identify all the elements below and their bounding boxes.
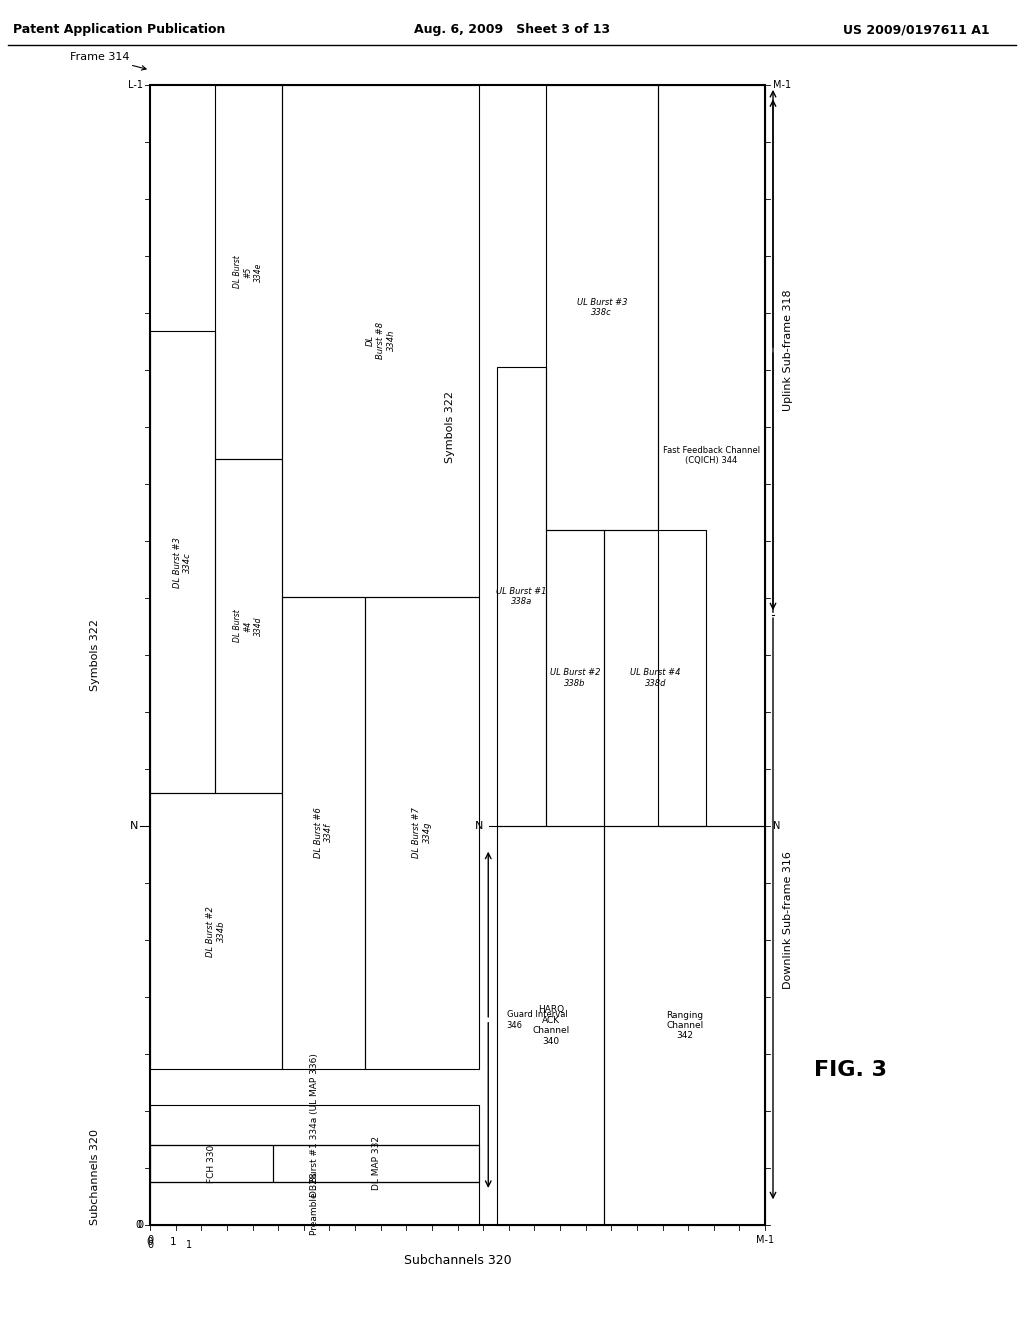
Text: 0: 0 — [146, 1236, 153, 1245]
Bar — [283, 597, 366, 1069]
Text: 0: 0 — [137, 1220, 143, 1230]
Bar — [546, 529, 604, 826]
Bar — [604, 826, 765, 1225]
Bar — [546, 84, 658, 529]
Text: 1: 1 — [170, 1237, 177, 1247]
Text: DL Burst
#4
334d: DL Burst #4 334d — [233, 610, 263, 643]
Text: DL Burst #2
334b: DL Burst #2 334b — [207, 906, 226, 957]
Text: Subchannels 320: Subchannels 320 — [90, 1129, 100, 1225]
Text: HARQ
ACK
Channel
340: HARQ ACK Channel 340 — [532, 1006, 569, 1045]
Text: UL Burst #1
338a: UL Burst #1 338a — [497, 586, 547, 606]
Text: Subchannels 320: Subchannels 320 — [403, 1254, 511, 1266]
Text: Symbols 322: Symbols 322 — [444, 391, 455, 463]
Text: Fast Feedback Channel
(CQICH) 344: Fast Feedback Channel (CQICH) 344 — [663, 446, 760, 465]
Bar — [150, 331, 215, 793]
Text: N: N — [130, 821, 138, 832]
Text: Aug. 6, 2009   Sheet 3 of 13: Aug. 6, 2009 Sheet 3 of 13 — [414, 24, 610, 37]
Bar — [658, 84, 765, 826]
Text: DL Burst #7
334g: DL Burst #7 334g — [413, 808, 432, 858]
Text: 0: 0 — [146, 1237, 154, 1247]
Bar — [498, 367, 546, 826]
Text: M-1: M-1 — [773, 81, 792, 90]
Bar — [150, 1181, 479, 1225]
Text: Frame 314: Frame 314 — [70, 51, 146, 70]
Bar — [150, 1105, 479, 1146]
Text: DL Burst #6
334f: DL Burst #6 334f — [314, 808, 334, 858]
Text: Uplink Sub-frame 318: Uplink Sub-frame 318 — [783, 289, 793, 411]
Text: Preamble 328: Preamble 328 — [310, 1172, 319, 1234]
Text: 0: 0 — [135, 1220, 141, 1230]
Text: Ranging
Channel
342: Ranging Channel 342 — [667, 1011, 703, 1040]
Text: DL Burst
#5
334e: DL Burst #5 334e — [233, 256, 263, 288]
Bar — [498, 826, 604, 1225]
Text: Symbols 322: Symbols 322 — [90, 619, 100, 690]
Text: Patent Application Publication: Patent Application Publication — [13, 24, 225, 37]
Text: 0: 0 — [146, 1239, 153, 1250]
Text: DL Burst #1 334a (UL MAP 336): DL Burst #1 334a (UL MAP 336) — [310, 1053, 319, 1197]
Text: M-1: M-1 — [756, 1236, 774, 1245]
Text: N: N — [773, 821, 780, 832]
Bar — [604, 529, 707, 826]
Text: UL Burst #2
338b: UL Burst #2 338b — [550, 668, 600, 688]
Bar — [215, 84, 283, 459]
Bar — [283, 84, 479, 597]
Text: DL MAP 332: DL MAP 332 — [372, 1137, 381, 1191]
Text: Guard Interval
346: Guard Interval 346 — [507, 1010, 567, 1030]
Bar — [150, 84, 765, 1225]
Bar — [273, 1146, 479, 1181]
Text: N: N — [475, 821, 483, 832]
Text: Downlink Sub-frame 316: Downlink Sub-frame 316 — [783, 851, 793, 989]
Text: UL Burst #4
338d: UL Burst #4 338d — [630, 668, 681, 688]
Bar — [215, 459, 283, 793]
Text: 1: 1 — [186, 1239, 193, 1250]
Text: DL Burst #3
334c: DL Burst #3 334c — [173, 537, 191, 587]
Text: UL Burst #3
338c: UL Burst #3 338c — [577, 297, 627, 317]
Text: L-1: L-1 — [128, 81, 143, 90]
Bar — [150, 1146, 273, 1181]
Text: US 2009/0197611 A1: US 2009/0197611 A1 — [844, 24, 990, 37]
Text: DL
Burst #8
334h: DL Burst #8 334h — [366, 322, 395, 359]
Text: FIG. 3: FIG. 3 — [813, 1060, 887, 1080]
Text: FCH 330: FCH 330 — [207, 1144, 216, 1183]
Bar — [150, 1146, 479, 1181]
Bar — [366, 597, 479, 1069]
Bar — [150, 793, 283, 1069]
